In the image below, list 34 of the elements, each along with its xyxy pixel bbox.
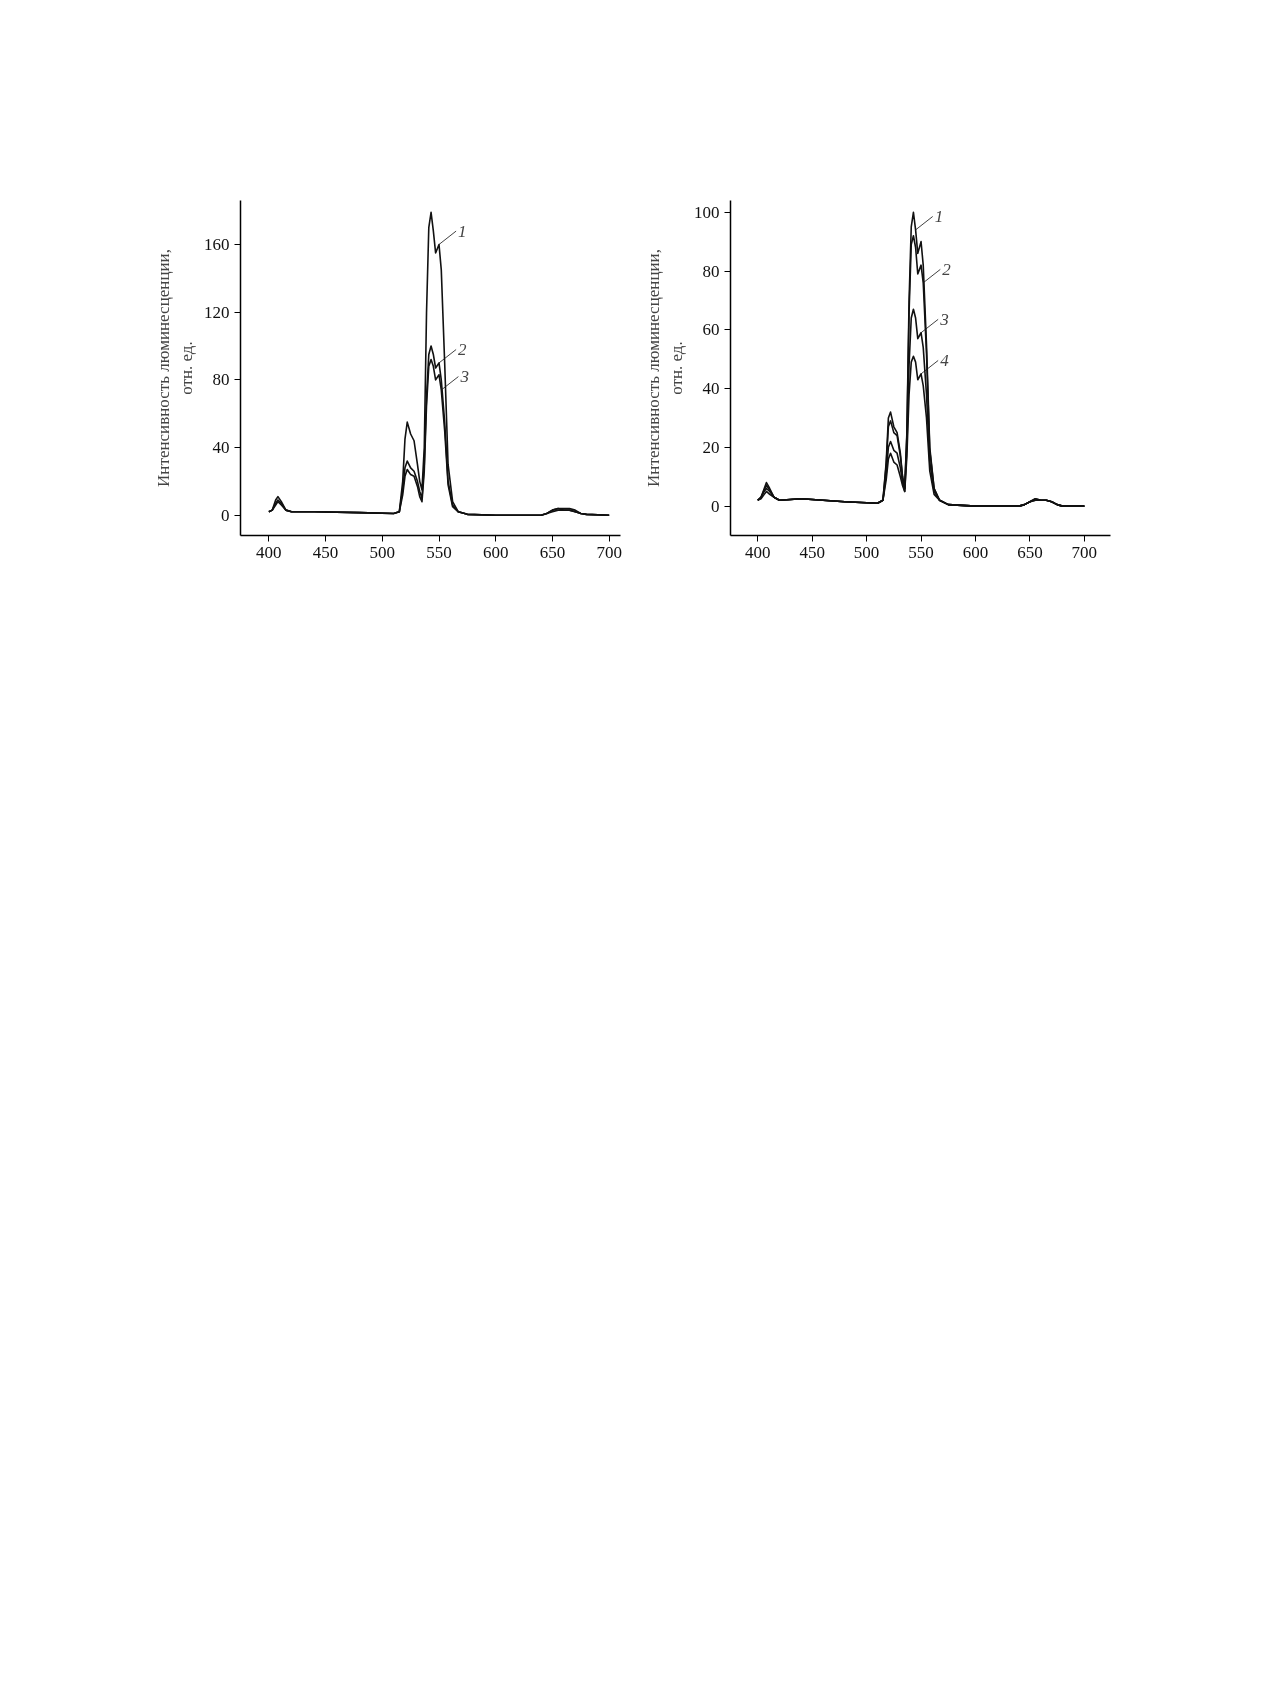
x-tick-label: 550 [908,542,934,562]
x-tick-label: 650 [539,542,566,562]
x-tick-label: 400 [744,542,771,562]
y-tick-label: 100 [694,202,720,222]
y-tick-label: 0 [221,505,230,525]
y-tick-label: 80 [702,261,720,281]
y-tick-label: 160 [204,234,230,254]
x-tick-label: 450 [799,542,825,562]
x-tick-label: 650 [1017,542,1043,562]
annotation: 1 [458,221,467,241]
y-tick-label: 80 [212,370,230,390]
x-tick-label: 550 [426,542,452,562]
x-tick-label: 500 [369,542,396,562]
x-tick-label: 600 [962,542,989,562]
y-tick-label: 40 [212,438,230,458]
x-tick-label: 450 [312,542,339,562]
x-tick-label: 700 [1071,542,1098,562]
y-axis-title: Интенсивность люминесценции, отн. ед. [644,249,686,487]
y-tick-label: 120 [204,302,230,322]
y-axis-title: Интенсивность люминесценции, отн. ед. [154,249,196,487]
annotation: 2 [458,340,468,360]
y-tick-label: 20 [702,437,720,457]
annotation: 2 [942,259,952,279]
y-tick-label: 40 [702,379,720,399]
annotation: 1 [934,206,944,226]
x-tick-label: 400 [256,542,282,562]
x-tick-label: 700 [596,542,622,562]
y-tick-label: 0 [711,496,720,516]
annotation: 4 [940,350,950,370]
annotation: 3 [459,367,469,387]
annotation: 3 [939,309,949,329]
y-tick-label: 60 [702,320,720,340]
x-tick-label: 500 [853,542,880,562]
x-tick-label: 600 [482,542,509,562]
